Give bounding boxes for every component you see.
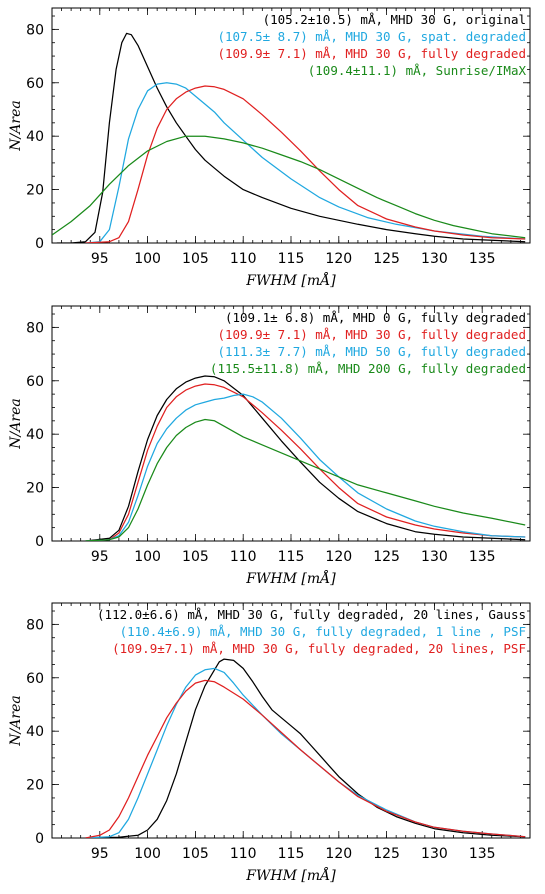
x-tick-label: 95 (91, 846, 109, 862)
y-tick-label: 80 (26, 320, 44, 336)
x-tick-label: 125 (373, 251, 400, 267)
series-line-2 (85, 383, 526, 541)
y-tick-label: 40 (26, 129, 44, 145)
x-tick-label: 125 (373, 549, 400, 565)
x-tick-label: 100 (134, 251, 161, 267)
series-line-1 (56, 32, 526, 243)
series-line-3 (85, 85, 526, 243)
legend-entry-4: (109.4±11.1) mÅ, Sunrise/IMaX (308, 63, 527, 78)
x-tick-label: 120 (325, 846, 352, 862)
y-tick-label: 60 (26, 374, 44, 390)
chart-panel-2: 95 100 105 110 115 120 125 130 135 0 20 40 60 80 FWHM … (8, 305, 531, 587)
x-tick-label: 130 (421, 549, 448, 565)
x-tick-label: 105 (182, 549, 209, 565)
series-line-3 (85, 393, 526, 541)
legend-entry-2: (109.9± 7.1) mÅ, MHD 30 G, fully degrade… (217, 327, 526, 342)
chart-panel-3: 95 100 105 110 115 120 125 130 135 0 20 40 60 80 FWHM … (8, 602, 531, 884)
y-tick-label: 0 (35, 831, 44, 847)
y-tick-label: 20 (26, 778, 44, 794)
x-tick-label: 130 (421, 846, 448, 862)
chart-panel-1: 95 100 105 110 115 120 125 130 135 0 20 40 60 80 FWHM … (8, 7, 531, 289)
x-tick-label: 120 (325, 251, 352, 267)
x-tick-label: 105 (182, 846, 209, 862)
x-tick-label: 135 (469, 846, 496, 862)
legend-entry-2: (110.4±6.9) mÅ, MHD 30 G, fully degraded… (120, 624, 526, 639)
y-axis-label: N/Area (8, 695, 24, 746)
legend-entry-3: (109.9±7.1) mÅ, MHD 30 G, fully degraded… (112, 641, 526, 656)
x-tick-label: 95 (91, 549, 109, 565)
x-tick-label: 135 (469, 549, 496, 565)
x-tick-label: 120 (325, 549, 352, 565)
legend-entry-3: (111.3± 7.7) mÅ, MHD 50 G, fully degrade… (217, 344, 526, 359)
series-line-4 (85, 418, 526, 541)
y-tick-label: 60 (26, 76, 44, 92)
x-tick-label: 130 (421, 251, 448, 267)
y-tick-label: 0 (35, 236, 44, 252)
x-axis-label: FWHM [mÅ] (245, 271, 336, 289)
legend-entry-2: (107.5± 8.7) mÅ, MHD 30 G, spat. degrade… (217, 29, 526, 44)
y-tick-label: 80 (26, 617, 44, 633)
x-axis-label: FWHM [mÅ] (245, 866, 336, 884)
series-line-1 (85, 658, 526, 838)
x-tick-label: 100 (134, 549, 161, 565)
x-tick-label: 105 (182, 251, 209, 267)
x-tick-label: 110 (230, 251, 257, 267)
y-axis-label: N/Area (8, 398, 24, 449)
legend-entry-1: (105.2±10.5) mÅ, MHD 30 G, original (263, 12, 526, 27)
x-tick-label: 115 (278, 846, 305, 862)
y-tick-label: 80 (26, 22, 44, 38)
y-axis-label: N/Area (8, 100, 24, 151)
legend-entry-1: (112.0±6.6) mÅ, MHD 30 G, fully degraded… (97, 607, 526, 622)
y-tick-label: 20 (26, 481, 44, 497)
x-tick-label: 125 (373, 846, 400, 862)
y-tick-label: 0 (35, 534, 44, 550)
x-tick-label: 115 (278, 251, 305, 267)
y-tick-label: 40 (26, 724, 44, 740)
y-tick-label: 60 (26, 671, 44, 687)
x-tick-label: 110 (230, 846, 257, 862)
series-line-4 (52, 135, 526, 239)
x-tick-label: 95 (91, 251, 109, 267)
y-tick-label: 20 (26, 183, 44, 199)
x-tick-label: 115 (278, 549, 305, 565)
x-tick-label: 100 (134, 846, 161, 862)
legend-entry-4: (115.5±11.8) mÅ, MHD 200 G, fully degrad… (210, 361, 526, 376)
series-line-1 (85, 375, 526, 541)
y-tick-label: 40 (26, 427, 44, 443)
series-line-2 (85, 82, 526, 243)
series-line-3 (85, 679, 526, 838)
x-tick-label: 135 (469, 251, 496, 267)
x-tick-label: 110 (230, 549, 257, 565)
x-axis-label: FWHM [mÅ] (245, 569, 336, 587)
legend-entry-1: (109.1± 6.8) mÅ, MHD 0 G, fully degraded (225, 310, 526, 325)
legend-entry-3: (109.9± 7.1) mÅ, MHD 30 G, fully degrade… (217, 46, 526, 61)
